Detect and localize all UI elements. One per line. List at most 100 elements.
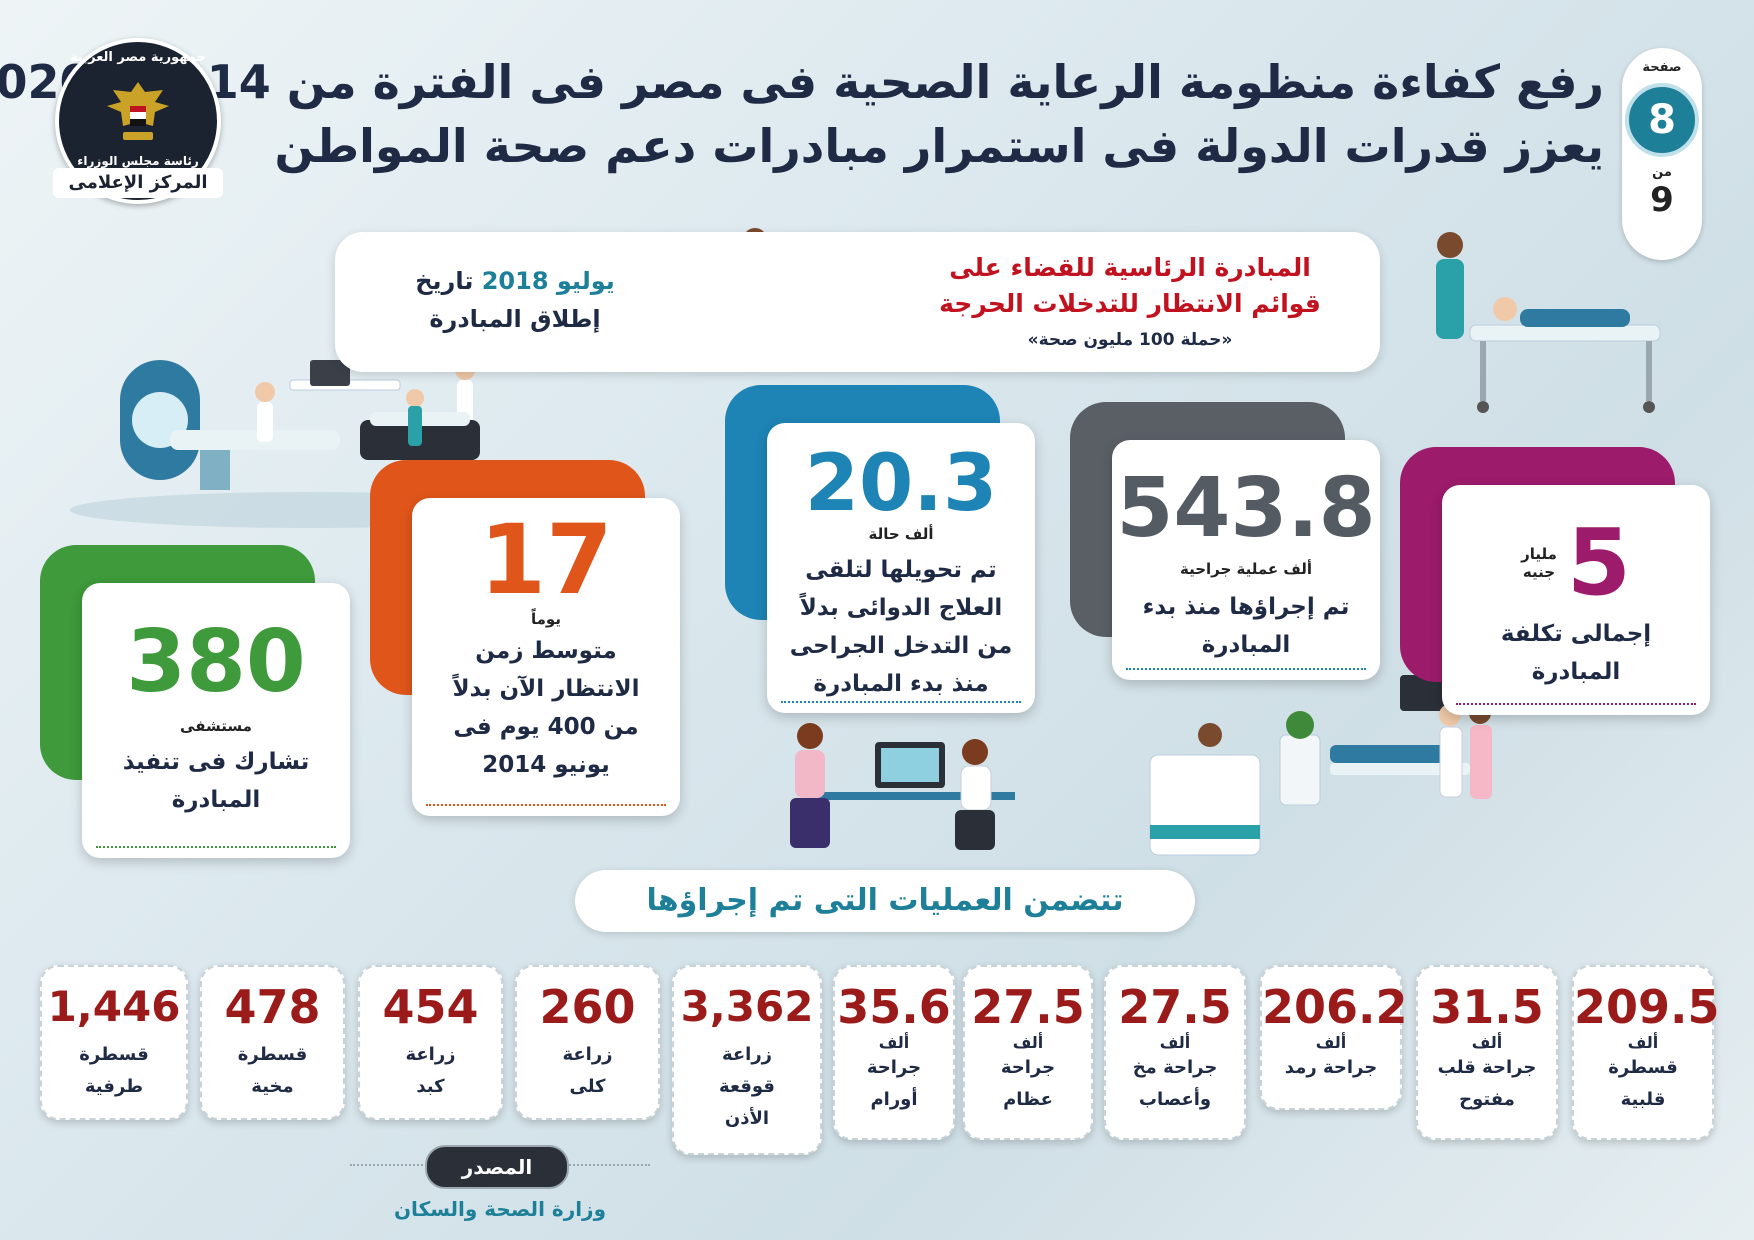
operation-label-2: مفتوح — [1459, 1089, 1515, 1110]
initiative-banner: المبادرة الرئاسية للقضاء على قوائم الانت… — [335, 232, 1380, 372]
page-of-label: من — [1652, 165, 1672, 180]
operation-label-1: قسطرة — [79, 1044, 149, 1065]
operation-card: 27.5 ألف جراحة مخ وأعصاب — [1104, 965, 1246, 1140]
stat-wait-desc-4: يونيو 2014 — [482, 752, 610, 778]
operation-card: 1,446 قسطرة طرفية — [40, 965, 188, 1120]
initiative-title-line-1: المبادرة الرئاسية للقضاء على — [949, 253, 1311, 282]
cabinet-logo: جمهورية مصر العربية رئاسة مجلس الوزراء ا… — [53, 38, 223, 204]
operation-card: 27.5 ألف جراحة عظام — [963, 965, 1093, 1140]
stat-surgeries-value: 543.8 — [1116, 461, 1376, 556]
source-label: المصدر — [425, 1145, 569, 1189]
operation-label-1: جراحة — [866, 1057, 922, 1078]
operation-card: 35.6 ألف جراحة أورام — [833, 965, 955, 1140]
operation-label-1: قسطرة — [1608, 1057, 1678, 1078]
operation-label-1: زراعة — [405, 1044, 456, 1065]
launch-year: 2018 — [481, 267, 549, 295]
operation-value: 206.2 — [1262, 980, 1408, 1034]
source-text: وزارة الصحة والسكان — [393, 1197, 607, 1221]
operation-label-3: الأذن — [724, 1108, 770, 1129]
operation-value: 478 — [224, 980, 321, 1034]
stat-surgeries-unit: ألف عملية جراحية — [1179, 560, 1313, 578]
stat-surgeries-desc-2: المبادرة — [1201, 632, 1291, 658]
stat-wait-desc-2: الانتظار الآن بدلاً — [452, 676, 640, 702]
operation-label-2: أورام — [870, 1089, 918, 1110]
operation-label-1: جراحة — [1000, 1057, 1056, 1078]
page-title: رفع كفاءة منظومة الرعاية الصحية فى مصر ف… — [0, 50, 1604, 178]
stat-cost-card: 5 مليار جنيه إجمالى تكلفة المبادرة — [1442, 485, 1710, 715]
stat-hospitals-desc-2: المبادرة — [171, 787, 261, 813]
operation-card: 206.2 ألف جراحة رمد — [1260, 965, 1408, 1110]
launch-word: تاريخ — [415, 267, 474, 295]
page-current: 8 — [1625, 83, 1699, 157]
operation-value: 260 — [539, 980, 636, 1034]
stat-hospitals-value: 380 — [126, 612, 306, 712]
stat-cost-unit-1: مليار — [1521, 545, 1557, 563]
logo-mid-text: رئاسة مجلس الوزراء — [77, 154, 199, 168]
operation-card: 209.5 ألف قسطرة قلبية — [1572, 965, 1720, 1140]
page-label: صفحة — [1642, 60, 1682, 75]
stat-hospitals-card: 380 مستشفى تشارك فى تنفيذ المبادرة — [82, 583, 350, 858]
mri-scanner-illustration — [70, 360, 550, 528]
operation-unit: ألف — [1159, 1033, 1191, 1052]
hospital-ward-illustration — [1149, 675, 1492, 856]
operation-card: 260 زراعة كلى — [515, 965, 660, 1120]
title-line-1: رفع كفاءة منظومة الرعاية الصحية فى مصر ف… — [0, 55, 1604, 109]
operation-unit: ألف — [1471, 1033, 1503, 1052]
stat-wait-card: 17 يوماً متوسط زمن الانتظار الآن بدلاً م… — [412, 498, 680, 816]
operation-value: 454 — [382, 980, 479, 1034]
stat-surgeries-desc-1: تم إجراؤها منذ بدء — [1142, 594, 1350, 620]
stat-wait-desc-3: من 400 يوم فى — [453, 714, 639, 740]
initiative-title-line-2: قوائم الانتظار للتدخلات الحرجة — [939, 289, 1321, 318]
logo-top-text: جمهورية مصر العربية — [70, 50, 206, 65]
stat-surgeries-card: 543.8 ألف عملية جراحية تم إجراؤها منذ بد… — [1112, 440, 1380, 680]
operation-label-1: جراحة مخ — [1132, 1057, 1218, 1078]
page-indicator: صفحة 8 من 9 — [1622, 48, 1702, 260]
consultation-illustration — [790, 723, 1015, 850]
operation-label-1: جراحة رمد — [1284, 1057, 1378, 1078]
stat-cost-desc-1: إجمالى تكلفة — [1500, 621, 1652, 647]
operation-value: 35.6 — [837, 980, 951, 1034]
nurse-bed-illustration — [1436, 232, 1661, 413]
operation-value: 27.5 — [971, 980, 1085, 1034]
operation-label-1: جراحة قلب — [1437, 1057, 1537, 1078]
operation-label-2: عظام — [1003, 1089, 1053, 1110]
stat-referred-desc-3: من التدخل الجراحى — [789, 633, 1013, 659]
operations-title: تتضمن العمليات التى تم إجراؤها — [575, 870, 1195, 932]
operation-card: 454 زراعة كبد — [358, 965, 503, 1120]
stat-referred-card: 20.3 ألف حالة تم تحويلها لتلقى العلاج ال… — [767, 423, 1035, 713]
launch-date: يوليو 2018 تاريخ إطلاق المبادرة — [395, 262, 635, 338]
operation-value: 3,362 — [680, 982, 814, 1031]
stat-referred-desc-2: العلاج الدوائى بدلاً — [799, 595, 1003, 621]
operation-label-2: كبد — [416, 1076, 445, 1097]
operation-label-2: وأعصاب — [1138, 1089, 1212, 1110]
launch-line-2: إطلاق المبادرة — [429, 305, 601, 333]
operation-unit: ألف — [878, 1033, 910, 1052]
stat-wait-desc-1: متوسط زمن — [475, 638, 617, 664]
title-line-2: يعزز قدرات الدولة فى استمرار مبادرات دعم… — [274, 119, 1604, 173]
operation-label-1: زراعة — [562, 1044, 613, 1065]
logo-band-text: المركز الإعلامى — [53, 168, 223, 198]
page-total: 9 — [1650, 180, 1674, 220]
stat-cost-value: 5 — [1566, 509, 1631, 616]
stat-hospitals-desc-1: تشارك فى تنفيذ — [122, 749, 310, 775]
operation-unit: ألف — [1315, 1033, 1347, 1052]
operation-value: 31.5 — [1430, 980, 1544, 1034]
stat-cost-unit-2: جنيه — [1522, 563, 1556, 581]
operation-value: 209.5 — [1574, 980, 1720, 1034]
operation-value: 27.5 — [1118, 980, 1232, 1034]
stat-hospitals-unit: مستشفى — [180, 717, 252, 735]
operation-card: 31.5 ألف جراحة قلب مفتوح — [1416, 965, 1558, 1140]
stat-referred-value: 20.3 — [804, 439, 998, 529]
operation-label-2: مخية — [251, 1076, 294, 1097]
operation-label-2: طرفية — [84, 1076, 144, 1097]
operation-label-1: زراعة — [721, 1044, 773, 1065]
stat-referred-desc-1: تم تحويلها لتلقى — [805, 557, 997, 583]
initiative-subtitle: «حملة 100 مليون صحة» — [1027, 330, 1233, 350]
operation-label-2: قلبية — [1620, 1089, 1666, 1110]
operation-label-1: قسطرة — [237, 1044, 308, 1065]
stat-referred-desc-4: منذ بدء المبادرة — [813, 671, 989, 697]
operation-card: 3,362 زراعة قوقعة الأذن — [672, 965, 822, 1155]
stat-wait-value: 17 — [479, 504, 613, 616]
operation-label-2: قوقعة — [719, 1076, 775, 1097]
operation-unit: ألف — [1012, 1033, 1044, 1052]
